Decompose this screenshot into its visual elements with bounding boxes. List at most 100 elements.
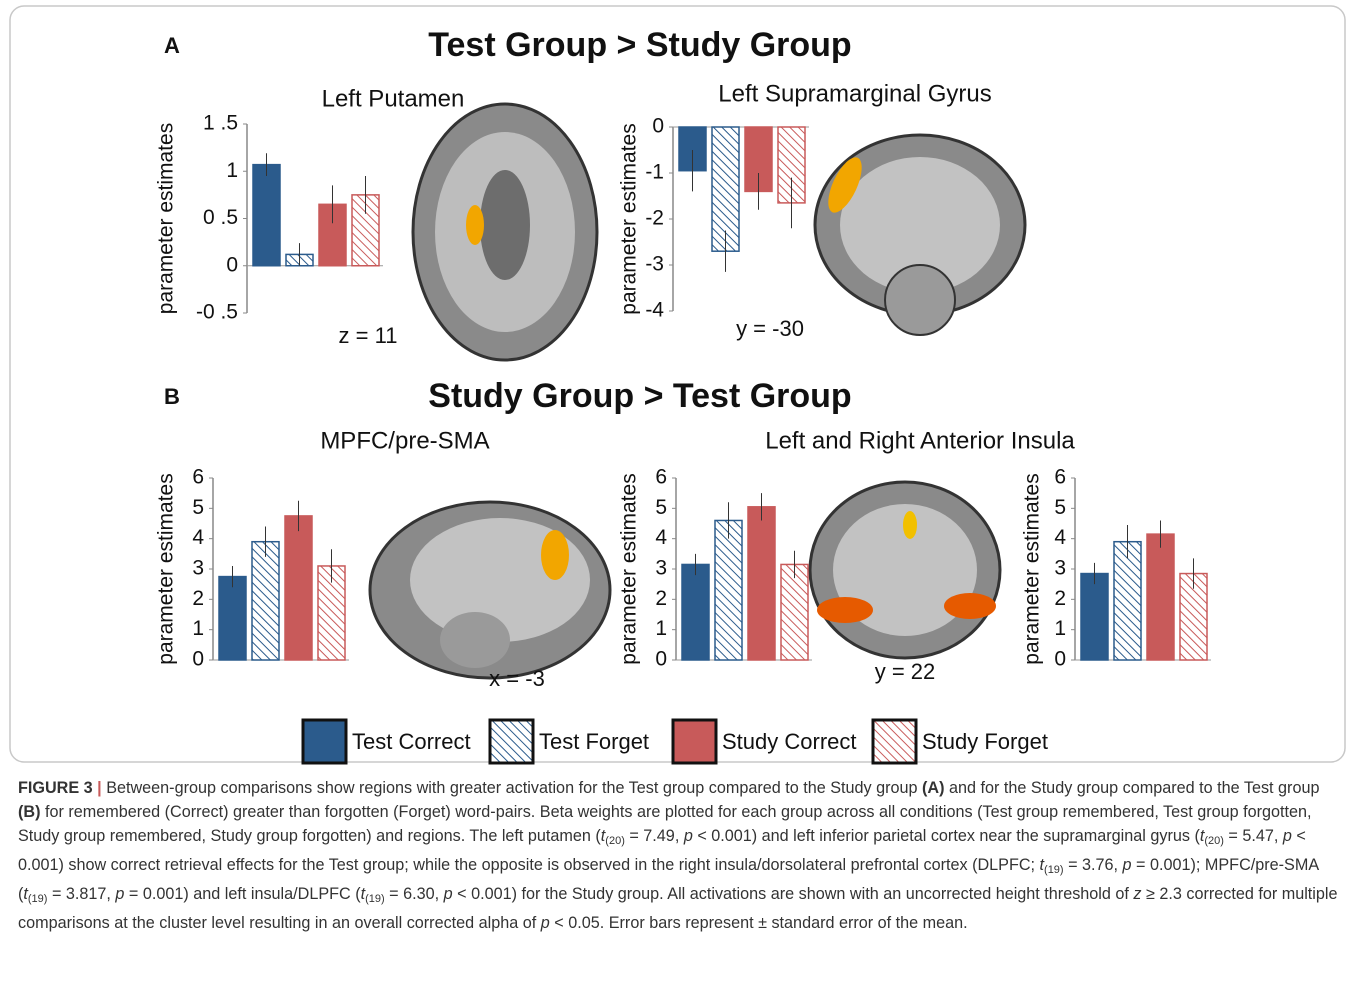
y-tick-label: 6 bbox=[1054, 466, 1066, 489]
y-axis-label: parameter estimates bbox=[1021, 473, 1044, 664]
slice-label: y = -30 bbox=[736, 316, 804, 341]
brain-axial bbox=[411, 102, 599, 362]
y-tick-label: 2 bbox=[1054, 587, 1066, 610]
bar bbox=[1113, 540, 1142, 661]
y-tick-label: -2 bbox=[645, 207, 664, 230]
caption-text: = 5.47, bbox=[1223, 827, 1283, 845]
legend-label: Test Forget bbox=[539, 729, 649, 754]
caption-text: (20) bbox=[605, 835, 625, 847]
caption-text: p bbox=[1122, 856, 1132, 874]
y-tick-label: 0 .5 bbox=[203, 206, 238, 229]
bar bbox=[714, 519, 743, 661]
legend-label: Study Correct bbox=[722, 729, 857, 754]
caption-text: = 6.30, bbox=[384, 885, 444, 903]
caption-text: t bbox=[1039, 856, 1045, 874]
caption-text: p bbox=[683, 827, 693, 845]
brain-coronal bbox=[808, 480, 1002, 660]
caption-text: FIGURE 3 bbox=[18, 779, 93, 797]
y-tick-label: 3 bbox=[1054, 557, 1066, 580]
figure: A Test Group > Study Group B Study Group… bbox=[9, 5, 1346, 765]
panel-heading: Test Group > Study Group bbox=[428, 26, 851, 64]
y-axis-label: parameter estimates bbox=[618, 473, 641, 664]
caption-text: p bbox=[540, 914, 550, 932]
legend-swatch bbox=[301, 718, 348, 765]
caption-text: t bbox=[600, 827, 606, 845]
caption-text: < 0.001) for the Study group. All activa… bbox=[452, 885, 1134, 903]
brain-coronal bbox=[813, 133, 1027, 336]
caption-text: t bbox=[360, 885, 366, 903]
slice-label: z = 11 bbox=[339, 323, 398, 348]
y-tick-label: 0 bbox=[192, 648, 204, 671]
bar bbox=[1146, 533, 1175, 661]
bar bbox=[681, 563, 710, 661]
caption-text: t bbox=[23, 885, 28, 903]
panel-heading: Study Group > Test Group bbox=[428, 377, 851, 415]
y-axis-label: parameter estimates bbox=[618, 123, 641, 314]
y-tick-label: 6 bbox=[192, 466, 204, 489]
y-tick-label: 4 bbox=[1054, 526, 1066, 549]
y-tick-label: 6 bbox=[655, 466, 667, 489]
legend-swatch bbox=[671, 718, 718, 765]
legend-swatch bbox=[871, 718, 918, 765]
bar bbox=[1080, 572, 1109, 661]
caption-text: = 3.76, bbox=[1063, 856, 1123, 874]
slice-label: y = 22 bbox=[875, 659, 936, 684]
y-tick-label: -1 bbox=[645, 161, 664, 184]
y-axis-label: parameter estimates bbox=[155, 123, 178, 314]
y-tick-label: 1 bbox=[192, 617, 204, 640]
bar bbox=[780, 563, 809, 661]
y-tick-label: 4 bbox=[192, 526, 204, 549]
caption-text: for remembered (Correct) greater than fo… bbox=[18, 803, 1312, 845]
y-tick-label: 4 bbox=[655, 526, 667, 549]
y-tick-label: 3 bbox=[655, 557, 667, 580]
caption-text: and for the Study group compared to the … bbox=[944, 779, 1320, 797]
y-tick-label: 1 bbox=[226, 159, 238, 182]
caption-text: (A) bbox=[922, 779, 945, 797]
y-tick-label: 0 bbox=[226, 253, 238, 276]
y-tick-label: 1 bbox=[655, 617, 667, 640]
caption-text: (19) bbox=[365, 893, 385, 905]
panel-label: A bbox=[164, 33, 180, 58]
panel-label: B bbox=[164, 384, 180, 409]
caption-text: p bbox=[1282, 827, 1292, 845]
caption: FIGURE 3 | Between-group comparisons sho… bbox=[18, 776, 1340, 935]
y-tick-label: 5 bbox=[192, 496, 204, 519]
chart-title: MPFC/pre-SMA bbox=[320, 427, 489, 454]
caption-text: < 0.001) show correct retrieval effects … bbox=[18, 827, 1306, 874]
caption-text: z bbox=[1133, 885, 1142, 903]
y-tick-label: 0 bbox=[655, 648, 667, 671]
caption-text: (19) bbox=[1044, 864, 1064, 876]
caption-text: (19) bbox=[27, 893, 48, 905]
y-tick-label: 0 bbox=[1054, 648, 1066, 671]
y-tick-label: -0 .5 bbox=[196, 301, 238, 324]
caption-text: ≥ 2.3 corrected for multiple comparisons… bbox=[18, 885, 1338, 932]
slice-label: x = -3 bbox=[489, 666, 545, 691]
legend-swatch bbox=[488, 718, 535, 765]
caption-text: = 3.817, bbox=[47, 885, 116, 903]
caption-text: | bbox=[92, 779, 107, 797]
y-tick-label: 2 bbox=[192, 587, 204, 610]
bar bbox=[251, 540, 280, 661]
bar bbox=[252, 163, 281, 267]
caption-text: = 0.001); MPFC/pre-SMA ( bbox=[18, 856, 1319, 903]
y-tick-label: 5 bbox=[655, 496, 667, 519]
caption-text: p bbox=[443, 885, 453, 903]
caption-text: = 7.49, bbox=[624, 827, 684, 845]
y-tick-label: 5 bbox=[1054, 496, 1066, 519]
legend-label: Test Correct bbox=[352, 729, 471, 754]
y-tick-label: 0 bbox=[652, 115, 664, 138]
y-tick-label: 3 bbox=[192, 557, 204, 580]
caption-text: (20) bbox=[1204, 835, 1224, 847]
bar bbox=[284, 515, 313, 661]
brain-sagittal bbox=[368, 500, 612, 680]
chart-title: Left and Right Anterior Insula bbox=[765, 427, 1075, 454]
caption-text: (B) bbox=[18, 803, 41, 821]
y-axis-label: parameter estimates bbox=[155, 473, 178, 664]
caption-text: p bbox=[115, 885, 125, 903]
chart-title: Left Putamen bbox=[322, 85, 465, 112]
caption-text: Between-group comparisons show regions w… bbox=[106, 779, 923, 797]
y-tick-label: 2 bbox=[655, 587, 667, 610]
y-tick-label: -3 bbox=[645, 253, 664, 276]
caption-text: t bbox=[1199, 827, 1205, 845]
